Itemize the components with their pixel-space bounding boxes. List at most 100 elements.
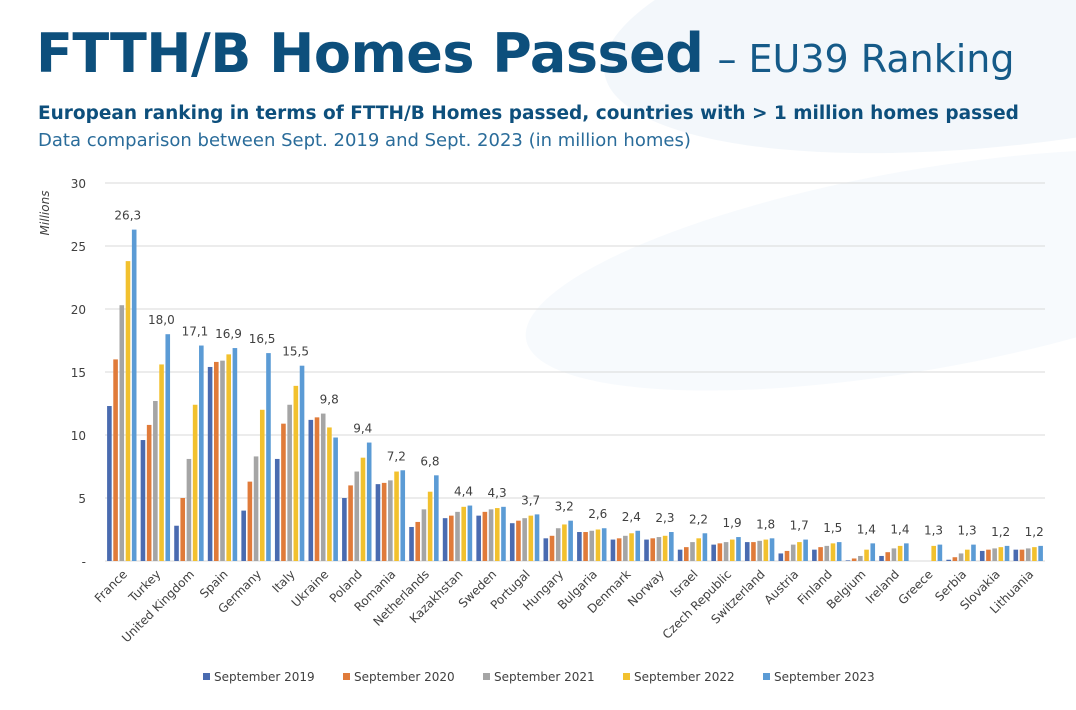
- bar: [281, 423, 286, 561]
- bar: [449, 515, 454, 561]
- bar: [729, 539, 735, 561]
- bar: [937, 544, 943, 561]
- title-main: FTTH/B Homes Passed: [36, 22, 704, 85]
- data-label: 1,4: [890, 522, 909, 536]
- x-tick-label: Greece: [896, 567, 936, 607]
- bar: [528, 515, 534, 561]
- y-tick-label: 25: [71, 240, 86, 254]
- bar: [583, 532, 588, 561]
- data-label: 1,2: [1025, 525, 1044, 539]
- data-label: 9,8: [320, 393, 339, 407]
- bar: [610, 539, 616, 561]
- legend-label: September 2019: [214, 670, 315, 684]
- bar: [562, 524, 567, 561]
- bar: [690, 542, 695, 561]
- bar: [952, 557, 958, 561]
- legend-swatch: [203, 673, 210, 680]
- bar: [568, 520, 573, 561]
- bar: [669, 532, 674, 561]
- bar: [409, 526, 414, 561]
- data-label: 16,5: [249, 332, 276, 346]
- y-tick-label: 15: [71, 366, 86, 380]
- bar: [354, 471, 360, 561]
- bar: [488, 509, 494, 561]
- y-tick-label: 5: [78, 492, 86, 506]
- bar: [299, 365, 305, 561]
- bar: [415, 521, 421, 561]
- bar: [375, 484, 381, 561]
- bar: [711, 544, 716, 561]
- bar: [192, 404, 198, 561]
- bar: [381, 482, 387, 561]
- bar: [870, 543, 876, 561]
- bar: [366, 442, 372, 561]
- legend-label: September 2022: [634, 670, 735, 684]
- data-label: 3,7: [521, 493, 540, 507]
- bar: [131, 229, 137, 561]
- bar: [555, 528, 561, 561]
- bar: [314, 417, 320, 561]
- bar: [348, 485, 353, 561]
- bar: [858, 555, 863, 561]
- bar: [589, 530, 595, 561]
- page-title: FTTH/B Homes Passed – EU39 Ranking: [36, 22, 1014, 85]
- bar: [601, 528, 607, 561]
- y-axis-label: Millions: [38, 191, 52, 236]
- bar: [964, 549, 970, 561]
- bar: [241, 510, 246, 561]
- bar: [830, 543, 836, 561]
- bar: [769, 538, 775, 561]
- bar: [522, 518, 527, 561]
- bar: [125, 261, 131, 561]
- data-label: 6,8: [420, 454, 439, 468]
- x-tick-label: Italy: [269, 567, 297, 595]
- bar: [327, 427, 332, 561]
- bar: [293, 385, 299, 561]
- bar: [534, 514, 540, 561]
- bar: [199, 345, 204, 561]
- data-label: 2,4: [622, 510, 641, 524]
- bar: [723, 542, 729, 561]
- bar: [180, 498, 186, 561]
- bar: [845, 560, 851, 561]
- bar: [736, 537, 741, 561]
- bar: [1038, 545, 1043, 561]
- bar: [107, 406, 112, 561]
- bar: [851, 558, 857, 561]
- bar: [119, 305, 125, 561]
- data-label: 1,4: [857, 522, 876, 536]
- bar: [516, 520, 521, 561]
- y-tick-label: 20: [71, 303, 86, 317]
- bar: [461, 506, 466, 561]
- bar: [702, 533, 708, 561]
- bar: [1013, 549, 1019, 561]
- data-label: 1,3: [958, 524, 977, 538]
- data-label: 1,8: [756, 517, 775, 531]
- bar: [979, 550, 985, 561]
- bar: [751, 542, 756, 561]
- bar: [140, 440, 146, 561]
- data-label: 3,2: [555, 500, 574, 514]
- bar: [629, 533, 634, 561]
- bar: [836, 542, 842, 561]
- y-tick-label: 10: [71, 429, 86, 443]
- bar: [803, 539, 808, 561]
- bar: [253, 456, 259, 561]
- x-tick-label: Norway: [625, 567, 667, 609]
- bar: [662, 535, 668, 561]
- y-tick-label: -: [82, 555, 86, 569]
- data-label: 7,2: [387, 449, 406, 463]
- bar: [644, 539, 649, 561]
- data-label: 2,2: [689, 512, 708, 526]
- data-label: 4,3: [488, 486, 507, 500]
- bar: [790, 544, 796, 561]
- bar: [784, 550, 790, 561]
- bar: [543, 538, 549, 561]
- bar: [812, 549, 817, 561]
- x-tick-label: Austria: [761, 567, 801, 607]
- subtitle: European ranking in terms of FTTH/B Home…: [38, 103, 1019, 124]
- bar: [931, 545, 936, 561]
- bar: [153, 400, 158, 561]
- bar: [684, 547, 689, 561]
